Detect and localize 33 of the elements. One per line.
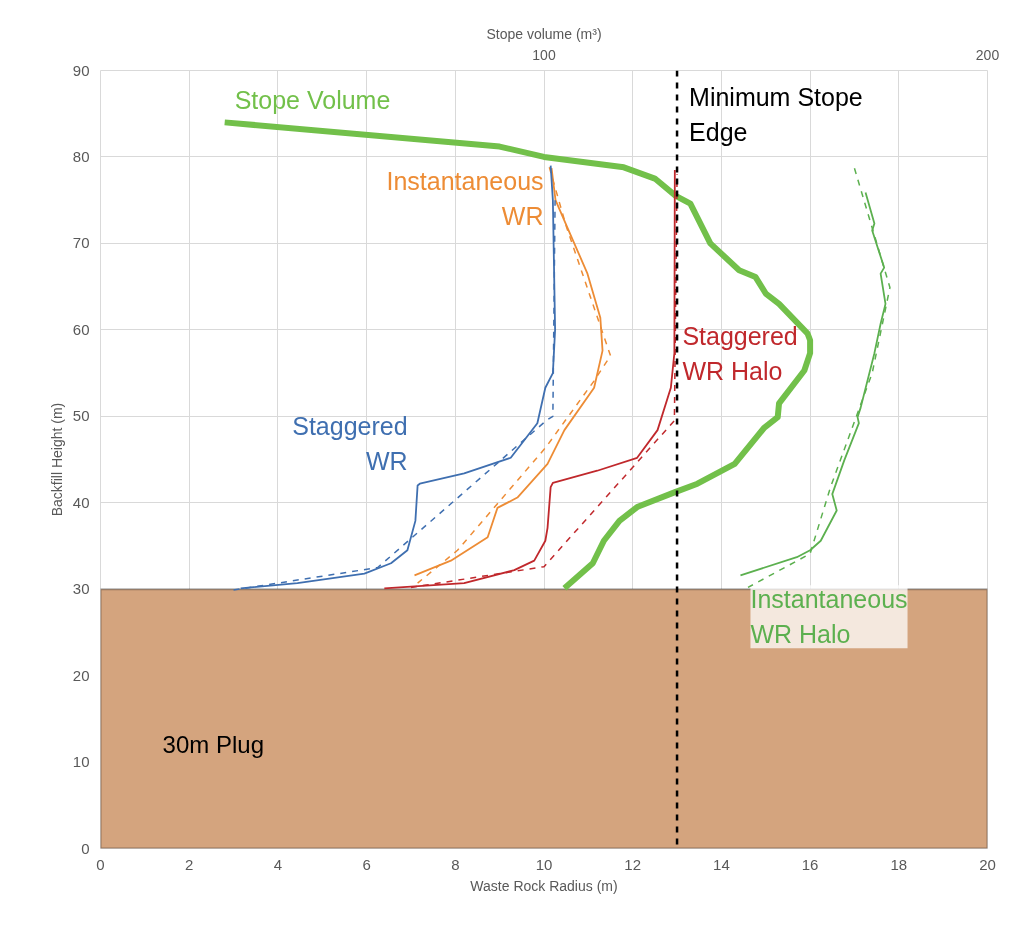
x-axis-title: Waste Rock Radius (m) bbox=[470, 877, 618, 894]
y-tick-label: 90 bbox=[72, 61, 90, 79]
ref-line-label: Minimum Stope Edge bbox=[689, 83, 863, 147]
series-label: Instantaneous WR bbox=[386, 166, 544, 230]
series-label: Instantaneous WR Halo bbox=[750, 585, 908, 649]
x-tick-label: 8 bbox=[451, 855, 460, 873]
y-tick-label: 80 bbox=[72, 147, 90, 165]
series-label: Stope Volume bbox=[234, 86, 391, 115]
x-tick-label: 0 bbox=[96, 855, 105, 873]
y-tick-label: 10 bbox=[72, 753, 90, 771]
x-tick-label: 10 bbox=[535, 855, 553, 873]
x-tick-label: 20 bbox=[979, 855, 996, 873]
y-tick-label: 70 bbox=[72, 234, 90, 252]
y-tick-label: 0 bbox=[81, 839, 90, 857]
band-label: 30m Plug bbox=[162, 731, 264, 759]
x-tick-label: 6 bbox=[362, 855, 371, 873]
x-tick-label: 14 bbox=[713, 855, 730, 873]
series-label: Staggered WR Halo bbox=[682, 321, 798, 385]
x-tick-label: 16 bbox=[801, 855, 819, 873]
y-axis-title: Backfill Height (m) bbox=[48, 402, 65, 517]
x-tick-label: 4 bbox=[273, 855, 283, 873]
y-tick-label: 50 bbox=[72, 407, 90, 425]
y-tick-label: 20 bbox=[72, 666, 90, 684]
series-label: Staggered WR bbox=[292, 412, 408, 476]
y-tick-label: 30 bbox=[72, 580, 90, 598]
x-tick-label: 18 bbox=[890, 855, 908, 873]
x2-tick-label: 200 bbox=[975, 46, 1000, 63]
y-tick-label: 60 bbox=[72, 320, 90, 338]
y-tick-label: 40 bbox=[72, 493, 90, 511]
x-tick-label: 2 bbox=[185, 855, 194, 873]
x2-axis-title: Stope volume (m³) bbox=[486, 25, 602, 42]
x-tick-label: 12 bbox=[624, 855, 642, 873]
x2-tick-label: 100 bbox=[532, 46, 556, 63]
